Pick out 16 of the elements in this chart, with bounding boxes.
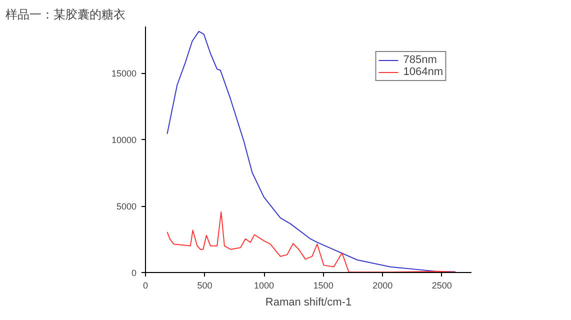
x-tick-label: 2500 — [432, 280, 452, 290]
x-tick-label: 0 — [142, 280, 148, 290]
chart-title: 样品一：某胶囊的糖衣 — [6, 8, 126, 22]
y-tick-label: 5000 — [116, 202, 137, 212]
y-tick-label: 10000 — [111, 135, 137, 146]
line-series — [166, 30, 456, 272]
x-axis-title: Raman shift/cm-1 — [265, 296, 352, 308]
y-tick-label: 15000 — [111, 68, 137, 79]
x-tick-label: 2000 — [372, 280, 393, 290]
legend-label: 785nm — [403, 54, 437, 66]
x-tick-label: 1500 — [313, 280, 334, 290]
y-tick-label: 0 — [131, 268, 137, 278]
x-tick-label: 1000 — [254, 280, 274, 290]
x-tick-label: 500 — [197, 280, 212, 290]
line-series — [166, 211, 456, 272]
legend-label: 1064nm — [403, 66, 443, 78]
